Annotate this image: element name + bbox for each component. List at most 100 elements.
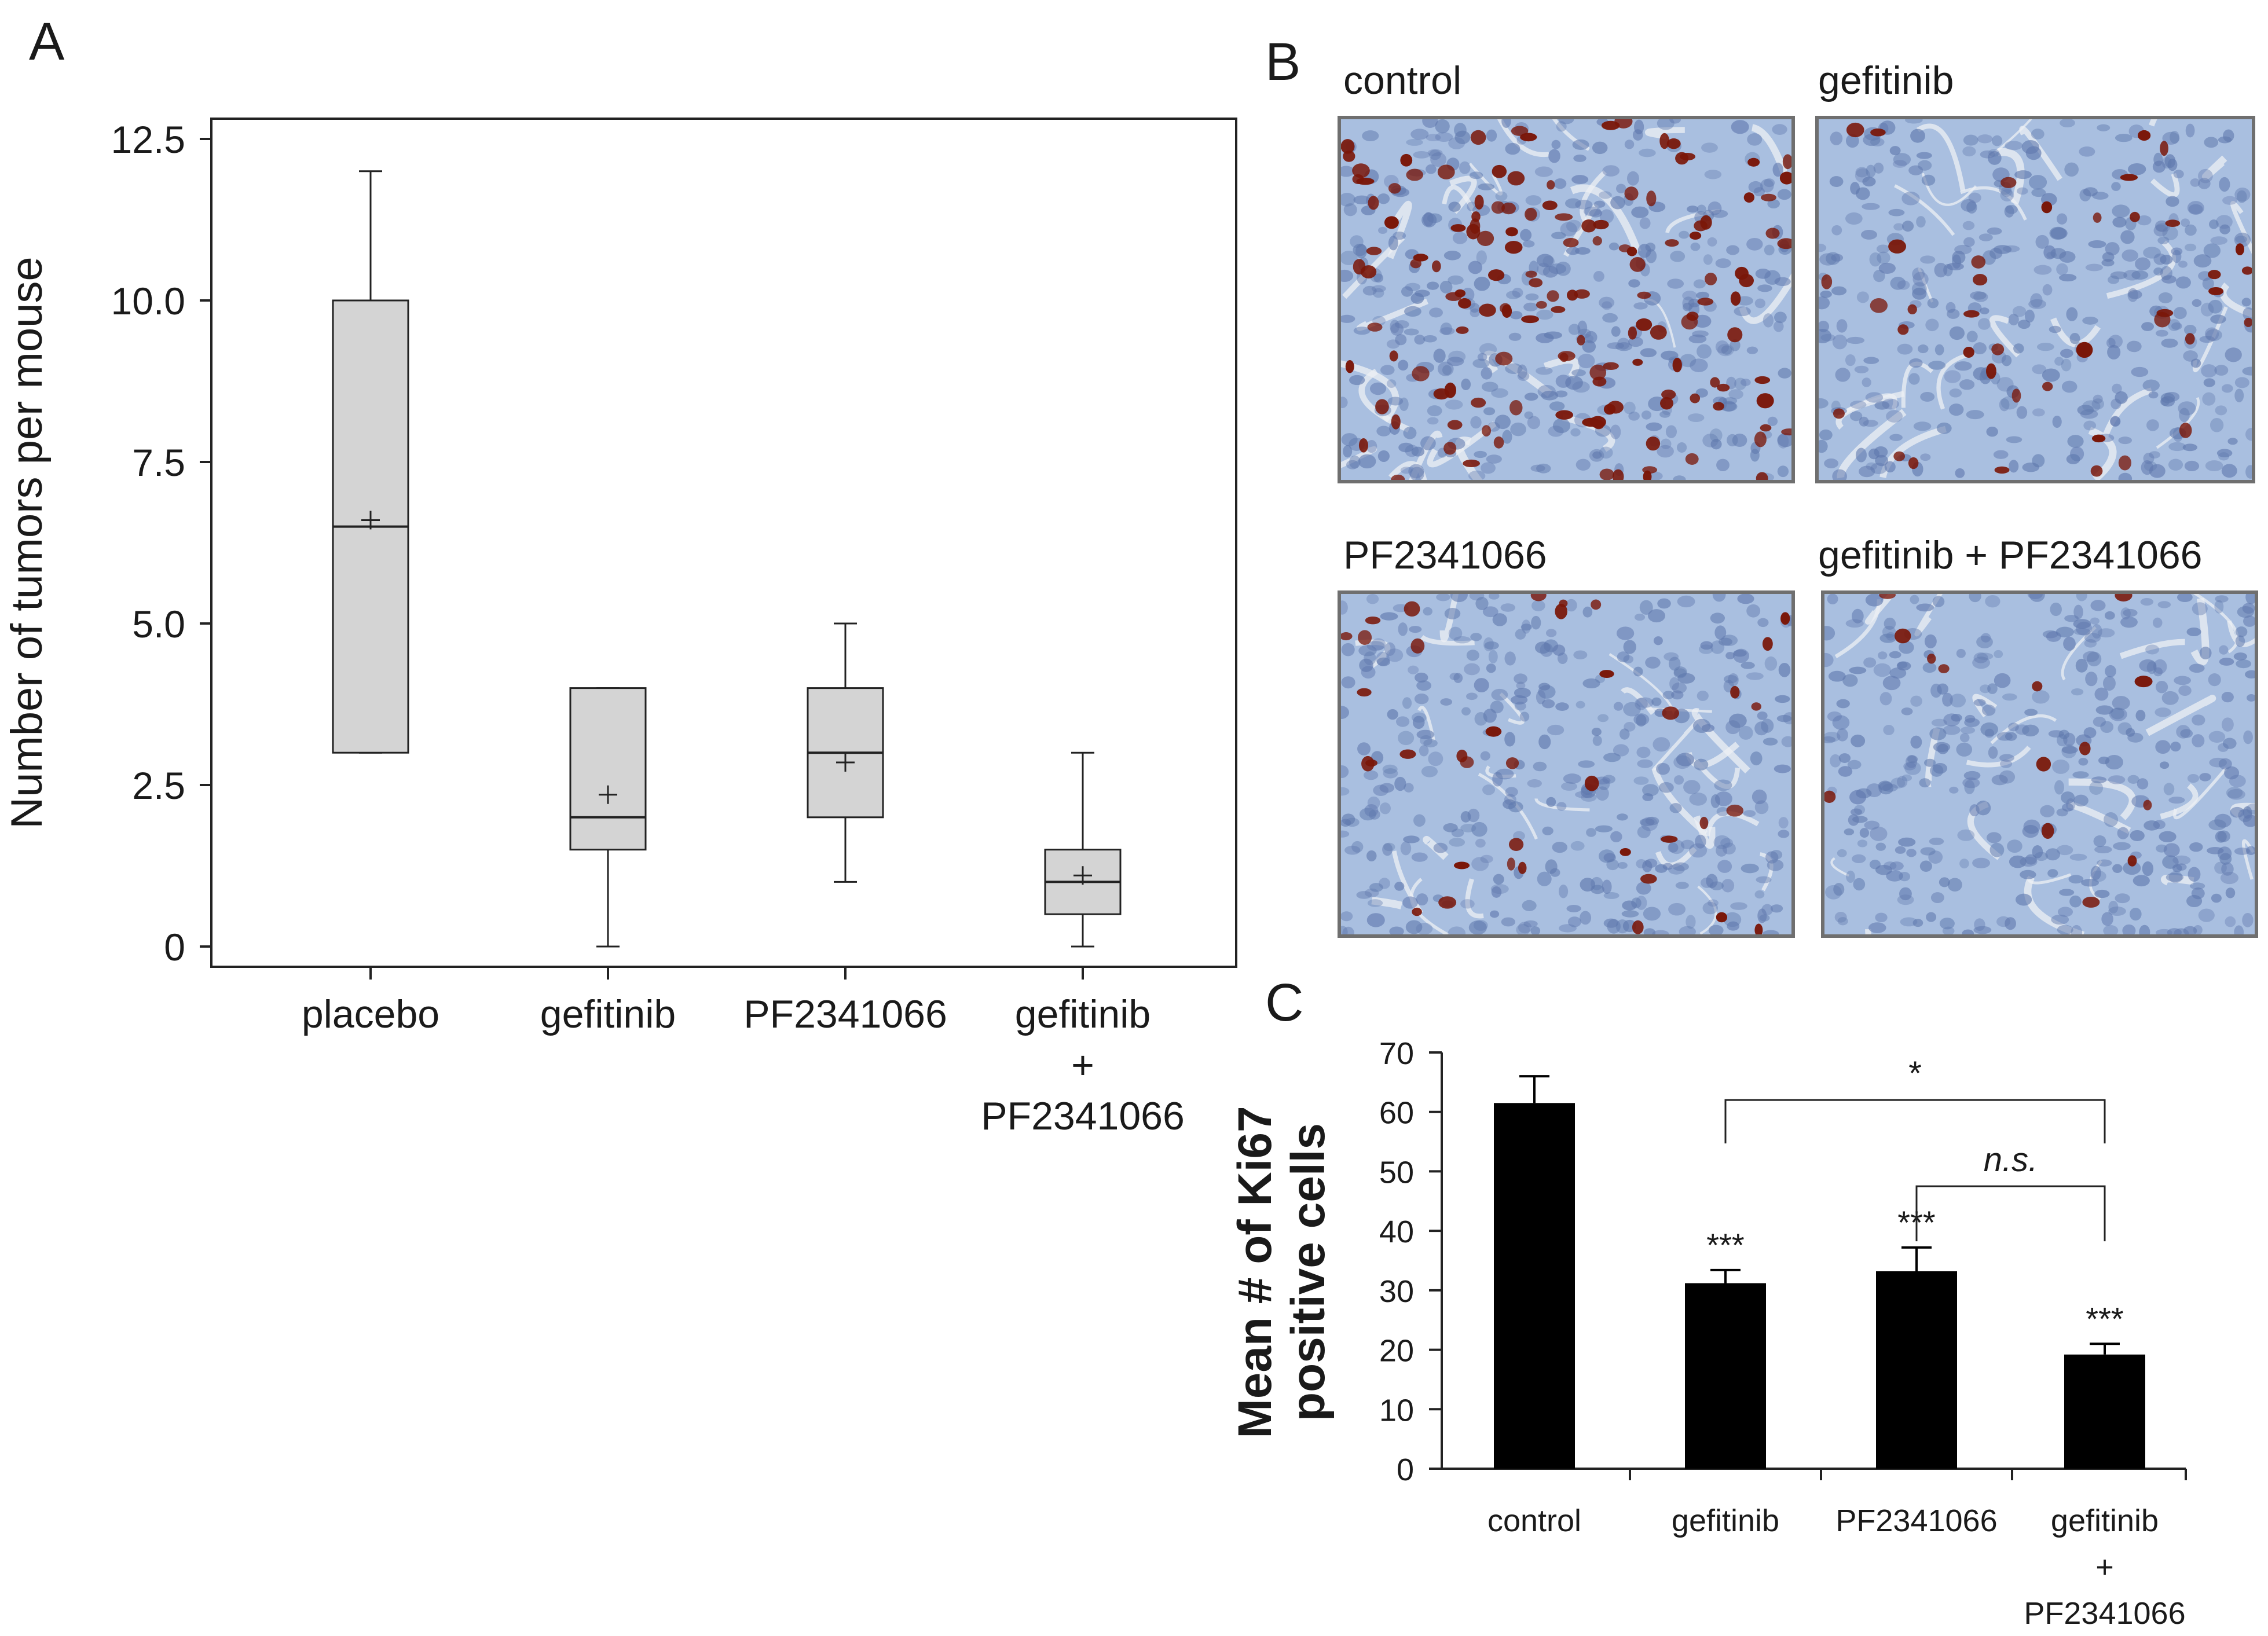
hematoxylin-nucleus [2080, 409, 2098, 419]
hematoxylin-nucleus [2120, 617, 2138, 628]
hematoxylin-nucleus [1384, 642, 1396, 656]
hematoxylin-nucleus [1855, 168, 1871, 183]
hematoxylin-nucleus [1602, 313, 1618, 323]
stroma-strand [1864, 594, 1896, 625]
hematoxylin-nucleus [1722, 842, 1736, 854]
hematoxylin-nucleus [1552, 418, 1571, 434]
hematoxylin-nucleus [2051, 914, 2069, 925]
hematoxylin-nucleus [1906, 849, 1917, 857]
hematoxylin-nucleus [1977, 134, 1993, 144]
stroma-strand [1341, 360, 1399, 423]
ki67-positive-nucleus [2091, 434, 2106, 443]
hematoxylin-nucleus [1400, 841, 1412, 856]
hematoxylin-nucleus [2047, 869, 2058, 878]
hematoxylin-nucleus [1767, 199, 1780, 209]
hematoxylin-nucleus [1520, 623, 1532, 631]
stroma-strand [1562, 414, 1615, 452]
hematoxylin-nucleus [1341, 600, 1348, 615]
hematoxylin-nucleus [1437, 361, 1454, 376]
hematoxylin-nucleus [1652, 930, 1669, 934]
hematoxylin-nucleus [2045, 848, 2061, 861]
ki67-positive-nucleus [1971, 255, 1986, 269]
hematoxylin-nucleus [1540, 643, 1553, 657]
ki67-positive-nucleus [1938, 664, 1950, 673]
hematoxylin-nucleus [1852, 608, 1864, 623]
hematoxylin-nucleus [1444, 608, 1461, 619]
hematoxylin-nucleus [1886, 410, 1903, 423]
hematoxylin-nucleus [1448, 626, 1463, 640]
hematoxylin-nucleus [1573, 650, 1588, 659]
hematoxylin-nucleus [2028, 299, 2046, 309]
hematoxylin-nucleus [2220, 871, 2239, 885]
ki67-positive-nucleus [1705, 273, 1717, 285]
hematoxylin-nucleus [1717, 860, 1732, 873]
hematoxylin-nucleus [1442, 365, 1452, 376]
ki67-positive-nucleus [1341, 139, 1355, 154]
hematoxylin-nucleus [1427, 149, 1443, 156]
ki67-positive-nucleus [2185, 333, 2195, 345]
hematoxylin-nucleus [1977, 652, 1994, 660]
hematoxylin-nucleus [2234, 232, 2251, 247]
hematoxylin-nucleus [2091, 624, 2102, 639]
ki67-positive-nucleus [1384, 216, 1399, 229]
hematoxylin-nucleus [1930, 892, 1944, 904]
ki67-positive-nucleus [1628, 326, 1637, 340]
hematoxylin-nucleus [1366, 440, 1377, 453]
hematoxylin-nucleus [1534, 166, 1553, 177]
hematoxylin-nucleus [1767, 859, 1784, 871]
hematoxylin-nucleus [2104, 812, 2119, 827]
hematoxylin-nucleus [1674, 775, 1684, 785]
hematoxylin-nucleus [1642, 860, 1653, 872]
hematoxylin-nucleus [2139, 659, 2157, 672]
hematoxylin-nucleus [2219, 658, 2234, 666]
hematoxylin-nucleus [1901, 191, 1920, 206]
hematoxylin-nucleus [1959, 379, 1975, 390]
hematoxylin-nucleus [1362, 130, 1379, 142]
hematoxylin-nucleus [1937, 683, 1949, 695]
hematoxylin-nucleus [2178, 685, 2192, 696]
ki67-positive-nucleus [1779, 171, 1791, 185]
hematoxylin-nucleus [1824, 732, 1841, 742]
hematoxylin-nucleus [1404, 306, 1421, 317]
hematoxylin-nucleus [1890, 777, 1906, 789]
hematoxylin-nucleus [2025, 309, 2035, 323]
hematoxylin-nucleus [1774, 764, 1791, 773]
hematoxylin-nucleus [1416, 893, 1428, 906]
hematoxylin-nucleus [1602, 775, 1615, 784]
hematoxylin-nucleus [2199, 647, 2212, 660]
hematoxylin-nucleus [1480, 854, 1493, 864]
hematoxylin-nucleus [1426, 134, 1441, 141]
hematoxylin-nucleus [1448, 201, 1461, 212]
hematoxylin-nucleus [1360, 808, 1376, 821]
hematoxylin-nucleus [2191, 887, 2205, 900]
micrograph-label: PF2341066 [1343, 533, 1547, 577]
hematoxylin-nucleus [1443, 251, 1461, 261]
hematoxylin-nucleus [1355, 244, 1368, 259]
hematoxylin-nucleus [1838, 766, 1853, 777]
hematoxylin-nucleus [1451, 828, 1464, 838]
hematoxylin-nucleus [2215, 405, 2227, 416]
hematoxylin-nucleus [1633, 666, 1643, 677]
stroma-strand [1442, 185, 1478, 217]
ki67-positive-nucleus [2032, 681, 2043, 692]
ki67-positive-nucleus [1406, 168, 1423, 181]
hematoxylin-nucleus [2093, 394, 2103, 404]
hematoxylin-nucleus [2208, 673, 2221, 687]
hematoxylin-nucleus [1973, 699, 1986, 706]
hematoxylin-nucleus [1889, 861, 1904, 871]
ki67-positive-nucleus [1505, 757, 1519, 769]
ki67-positive-nucleus [1511, 126, 1529, 136]
hematoxylin-nucleus [2052, 415, 2062, 428]
ki67-positive-nucleus [1589, 364, 1607, 380]
hematoxylin-nucleus [1737, 594, 1754, 604]
hematoxylin-nucleus [1379, 802, 1391, 815]
hematoxylin-nucleus [2245, 465, 2252, 479]
hematoxylin-nucleus [1723, 397, 1738, 405]
hematoxylin-nucleus [1341, 787, 1350, 796]
hematoxylin-nucleus [1746, 672, 1764, 680]
hematoxylin-nucleus [1603, 918, 1619, 928]
hematoxylin-nucleus [1945, 302, 1956, 313]
hematoxylin-nucleus [1899, 871, 1911, 882]
hematoxylin-nucleus [2104, 611, 2115, 620]
hematoxylin-nucleus [1761, 718, 1774, 733]
